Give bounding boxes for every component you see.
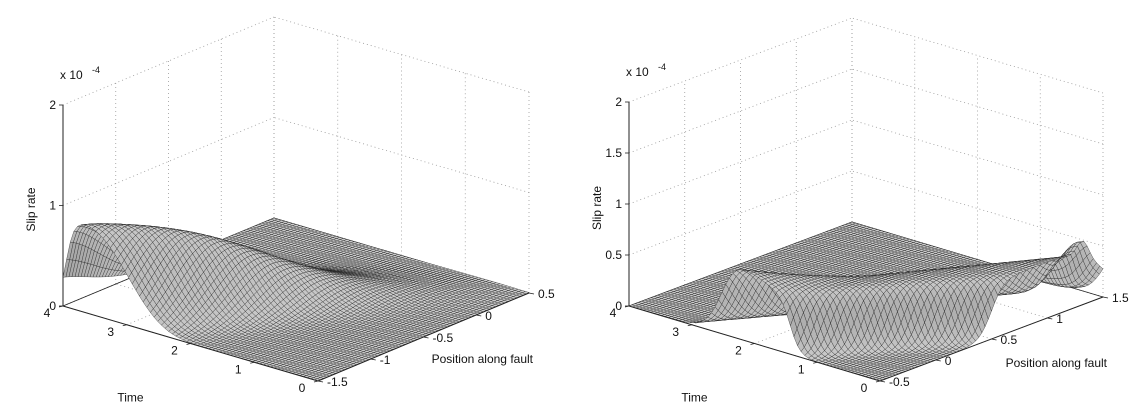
y-tick-label: 3 xyxy=(107,325,114,339)
grid-line xyxy=(273,117,530,193)
tick-mark xyxy=(423,336,429,339)
y-axis-label: Time xyxy=(117,391,144,405)
tick-mark xyxy=(250,361,255,364)
tick-mark xyxy=(313,380,319,383)
z-multiplier: x 10 xyxy=(60,68,83,82)
z-axis-label: Slip rate xyxy=(24,187,38,231)
x-tick-label: -1 xyxy=(380,353,391,367)
y-tick-label: 2 xyxy=(171,344,178,358)
x-tick-label: 0 xyxy=(485,309,492,323)
x-axis-label: Position along fault xyxy=(432,352,534,366)
tick-mark xyxy=(476,314,482,317)
y-tick-label: 1 xyxy=(235,362,242,376)
tick-mark xyxy=(186,343,191,345)
tick-mark xyxy=(370,358,376,361)
z-multiplier-exponent: -4 xyxy=(92,65,100,75)
tick-mark xyxy=(122,324,127,327)
y-tick-label: 0 xyxy=(299,381,306,395)
grid-line xyxy=(273,16,530,93)
z-tick-label: 2 xyxy=(49,98,56,112)
tick-mark xyxy=(317,380,324,383)
z-tick-label: 1 xyxy=(49,199,56,213)
x-tick-label: 0.5 xyxy=(538,287,555,301)
x-tick-label: -0.5 xyxy=(433,331,454,345)
x-tick-label: -1.5 xyxy=(327,375,348,389)
surface-mesh xyxy=(62,217,530,382)
z-tick-label: 0 xyxy=(49,299,56,313)
tick-mark xyxy=(528,292,535,295)
